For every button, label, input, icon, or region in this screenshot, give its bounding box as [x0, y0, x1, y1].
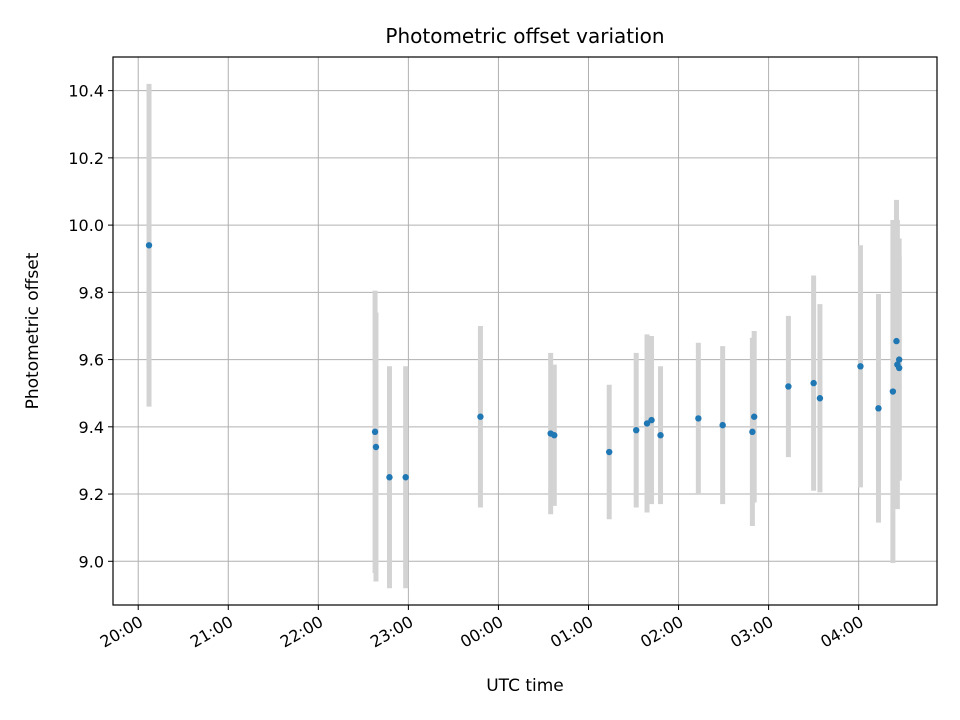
data-point [719, 421, 726, 429]
data-point [606, 448, 613, 456]
data-point [889, 388, 897, 395]
y-axis-ticks: 9.0 9.2 9.4 9.6 9.8 10.0 10.2 10.4 [68, 82, 113, 571]
data-point [750, 413, 758, 420]
grid [113, 57, 937, 605]
data-point [695, 415, 702, 422]
y-tick-label: 9.2 [79, 485, 104, 504]
data-point [857, 363, 864, 370]
y-tick-label: 9.0 [79, 552, 104, 571]
y-tick-label: 10.0 [68, 216, 104, 235]
chart-title: Photometric offset variation [385, 24, 664, 48]
data-point [371, 428, 379, 436]
y-tick-label: 10.2 [68, 149, 104, 168]
data-point [633, 426, 640, 434]
data-point [386, 474, 393, 481]
y-axis-label: Photometric offset [23, 252, 43, 409]
data-point [145, 242, 153, 249]
data-point [810, 379, 817, 387]
data-points [145, 242, 903, 481]
y-tick-label: 10.4 [68, 82, 104, 101]
data-point [816, 395, 824, 402]
y-tick-label: 9.8 [79, 283, 104, 302]
data-point [643, 420, 651, 427]
data-point [749, 428, 756, 436]
data-point [895, 356, 903, 363]
data-point [551, 432, 558, 439]
data-point [895, 364, 903, 372]
data-point [893, 337, 900, 345]
data-point [372, 443, 380, 451]
y-tick-label: 9.6 [79, 351, 104, 370]
x-axis-label: UTC time [486, 676, 564, 696]
data-point [657, 432, 664, 439]
data-point [402, 474, 409, 481]
data-point [477, 413, 484, 420]
data-point [875, 405, 882, 412]
y-tick-label: 9.4 [79, 418, 104, 437]
data-point [648, 416, 655, 424]
plot-frame [112, 56, 938, 606]
data-point [785, 383, 792, 390]
